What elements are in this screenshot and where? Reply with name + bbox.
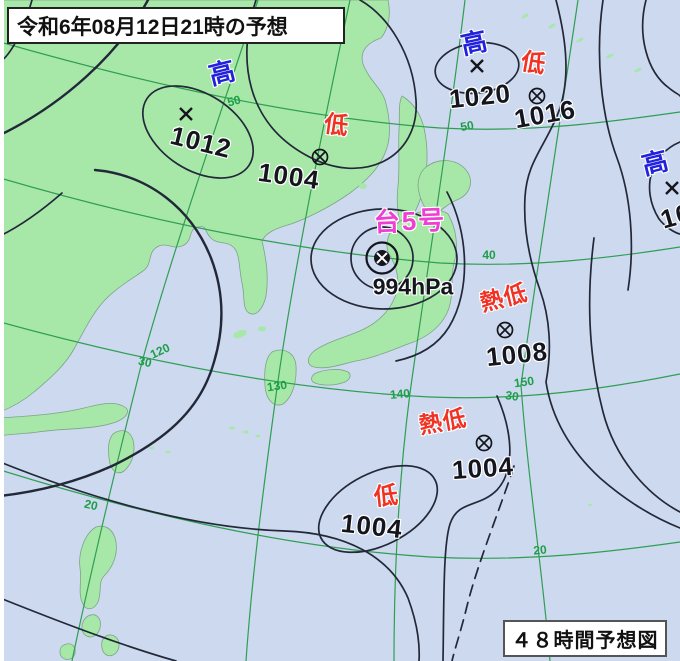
isobar xyxy=(588,237,680,513)
chart-type-text: ４８時間予想図 xyxy=(511,630,659,652)
grid-label-lat30-e: 30 xyxy=(504,388,520,404)
land-kyushu xyxy=(264,349,297,406)
land-taiwan xyxy=(108,430,135,474)
isobar xyxy=(0,168,223,498)
land-hokkaido xyxy=(417,160,471,218)
grid-label-lat50-e: 50 xyxy=(459,117,475,135)
low-center-icon xyxy=(311,148,329,166)
grid-label-lat50-w: 50 xyxy=(225,92,243,110)
grid-label-lat30-w: 30 xyxy=(137,353,153,371)
grid-lat-40 xyxy=(0,177,680,265)
high-ne-pressure: 1020 xyxy=(447,77,513,115)
isobar xyxy=(0,461,421,661)
x-mark-high-nw xyxy=(179,107,193,121)
grid-lat-50 xyxy=(0,41,680,130)
land-small-islands xyxy=(149,13,642,507)
land-shikoku xyxy=(311,369,351,386)
forecast-title-text: 令和6年08月12日21時の予想 xyxy=(17,15,288,39)
grid-lon-140 xyxy=(393,0,466,661)
x-mark-high-ne xyxy=(470,59,484,73)
typhoon-center-icon xyxy=(365,241,399,275)
isobar-dashed xyxy=(451,465,515,661)
low-center-icon xyxy=(496,321,514,339)
isobar xyxy=(246,0,417,170)
isobar-low-s-oval xyxy=(317,464,439,554)
forecast-title-box: 令和6年08月12日21時の予想 xyxy=(7,7,345,44)
isobar-typhoon-inner xyxy=(350,226,414,290)
isobar xyxy=(648,141,680,235)
grid-lon-120 xyxy=(71,0,259,661)
low-s-symbol: 低 xyxy=(372,481,400,512)
grid-label-lon150: 150 xyxy=(513,373,535,391)
isobar xyxy=(442,395,511,661)
low-n-pressure: 1004 xyxy=(256,156,322,196)
low-n-symbol: 低 xyxy=(322,110,350,141)
grid-lat-20 xyxy=(0,469,680,559)
land-philippine-island xyxy=(59,643,76,660)
grid-label-lat20-e: 20 xyxy=(532,542,548,558)
low-s-pressure: 1004 xyxy=(339,507,405,545)
grid-label-lat20-w: 20 xyxy=(82,496,100,514)
isobar xyxy=(395,191,466,362)
grid-label-lon140: 140 xyxy=(389,386,411,402)
grid-lon-130 xyxy=(245,0,351,661)
isobar xyxy=(641,0,680,97)
grid-label-lon130: 130 xyxy=(266,377,288,395)
land-south-china xyxy=(0,403,128,437)
isobar-typhoon-outer xyxy=(310,208,458,310)
isobar-high-nw-oval xyxy=(141,85,255,179)
land-luzon xyxy=(79,525,117,610)
isobar xyxy=(598,0,633,291)
grid-label-lat40: 40 xyxy=(482,248,496,262)
low-center-icon xyxy=(475,434,493,452)
land-asia-continent xyxy=(0,0,390,413)
x-mark-high-e xyxy=(665,181,679,195)
land-philippine-island xyxy=(101,634,120,657)
isobar xyxy=(0,192,63,237)
isobar xyxy=(523,0,680,529)
low-ne-symbol: 低 xyxy=(518,48,548,79)
isobar-high-ne-oval xyxy=(434,41,520,95)
tropical-low-se-pressure: 1004 xyxy=(451,450,515,486)
isobar xyxy=(0,597,177,661)
high-ne-symbol: 高 xyxy=(458,25,490,61)
typhoon-pressure: 994hPa xyxy=(372,273,454,300)
tropical-low-ne-pressure: 1008 xyxy=(484,335,550,373)
low-center-icon xyxy=(528,87,546,105)
grid-lon-150 xyxy=(520,0,579,661)
chart-type-box: ４８時間予想図 xyxy=(503,620,667,657)
pressure-symbols xyxy=(179,59,679,452)
typhoon-label: 台5号 xyxy=(373,204,447,238)
left-edge-margin xyxy=(0,0,4,661)
